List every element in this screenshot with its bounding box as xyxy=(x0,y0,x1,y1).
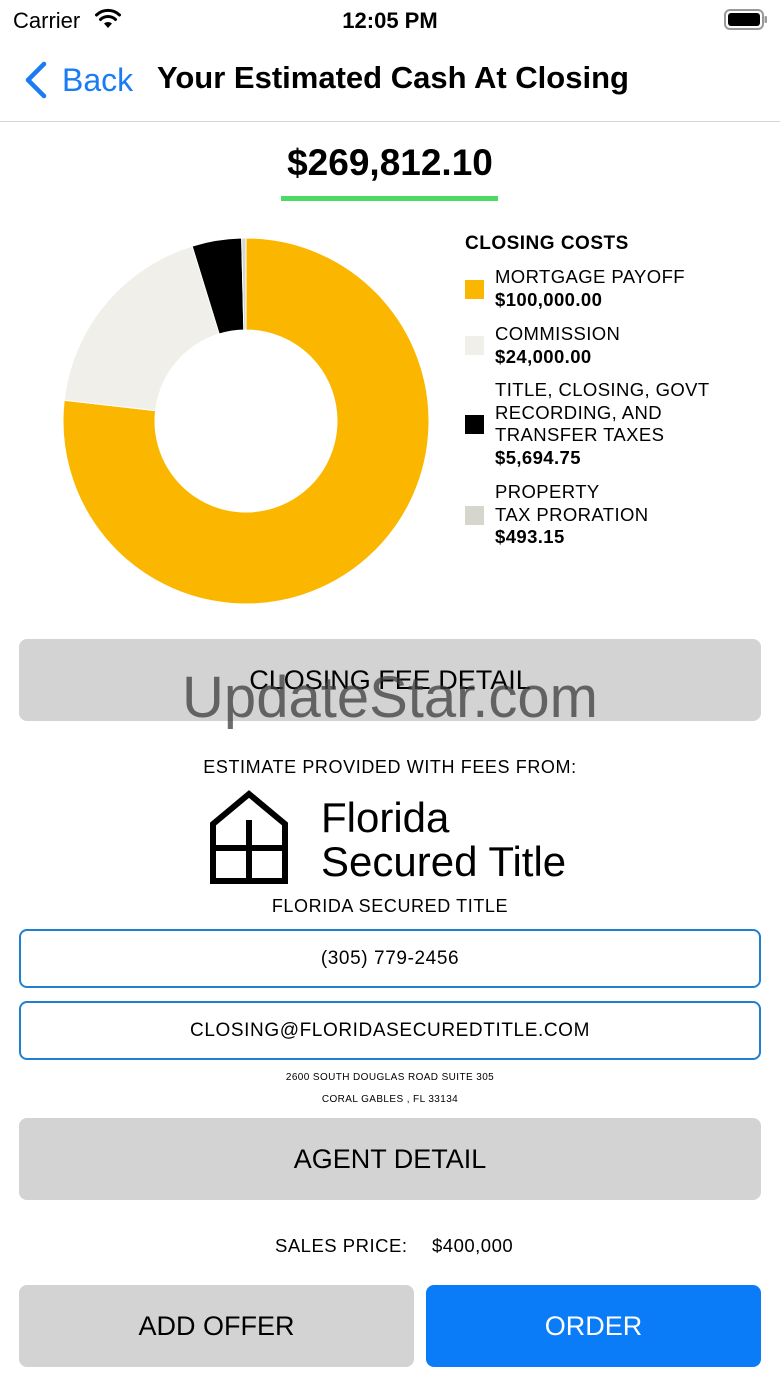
legend-label: MORTGAGE PAYOFF xyxy=(495,266,685,287)
legend-label: TITLE, CLOSING, GOVT RECORDING, AND TRAN… xyxy=(495,379,710,445)
legend-label: COMMISSION xyxy=(495,323,621,344)
company-logo: Florida Secured Title xyxy=(209,790,589,890)
wifi-icon xyxy=(95,8,121,28)
add-offer-button[interactable]: ADD OFFER xyxy=(19,1285,414,1367)
estimate-provided-label: ESTIMATE PROVIDED WITH FEES FROM: xyxy=(203,757,577,777)
navigation-bar: Back Your Estimated Cash At Closing xyxy=(0,40,780,122)
back-label: Back xyxy=(62,61,134,98)
house-icon xyxy=(210,790,288,884)
status-bar: Carrier 12:05 PM xyxy=(0,0,780,40)
legend-swatch xyxy=(465,415,484,434)
legend-swatch xyxy=(465,506,484,525)
back-button[interactable]: Back xyxy=(22,58,133,102)
legend-value: $100,000.00 xyxy=(495,288,603,310)
company-name: FLORIDA SECURED TITLE xyxy=(271,896,509,916)
amount-underline xyxy=(281,196,498,201)
legend-value: $493.15 xyxy=(495,526,565,547)
closing-costs-legend: CLOSING COSTS MORTGAGE PAYOFF $100,000.0… xyxy=(465,233,765,547)
status-time: 12:05 PM xyxy=(342,8,438,33)
address-line-2: CORAL GABLES , FL 33134 xyxy=(321,1094,459,1105)
donut-slice-1 xyxy=(63,245,220,412)
battery-icon xyxy=(724,9,767,30)
order-button[interactable]: ORDER xyxy=(426,1285,761,1367)
legend-value: $5,694.75 xyxy=(495,446,581,468)
estimated-cash-amount: $269,812.10 xyxy=(287,142,493,183)
donut-slice-0 xyxy=(62,237,430,605)
legend-label: PROPERTY TAX PRORATION xyxy=(495,481,649,525)
email-button[interactable]: CLOSING@FLORIDASECUREDTITLE.COM xyxy=(19,1001,761,1060)
sales-price-value: $400,000 xyxy=(432,1235,514,1256)
agent-detail-button[interactable]: AGENT DETAIL xyxy=(19,1118,761,1200)
legend-swatch xyxy=(465,280,484,299)
legend-swatch xyxy=(465,336,484,355)
address-line-1: 2600 SOUTH DOUGLAS ROAD SUITE 305 xyxy=(285,1072,495,1083)
closing-fee-detail-button[interactable]: CLOSING FEE DETAIL xyxy=(19,639,761,721)
legend-title: CLOSING COSTS xyxy=(465,233,629,254)
page-title: Your Estimated Cash At Closing xyxy=(157,60,629,95)
chevron-left-icon xyxy=(25,61,47,99)
phone-button[interactable]: (305) 779-2456 xyxy=(19,929,761,988)
legend-value: $24,000.00 xyxy=(495,345,592,367)
closing-costs-donut-chart xyxy=(62,237,430,605)
logo-text-line1: Florida xyxy=(321,794,450,841)
donut-slice-3 xyxy=(241,237,247,331)
sales-price-label: SALES PRICE: xyxy=(275,1235,408,1256)
carrier-label: Carrier xyxy=(13,8,81,33)
logo-text-line2: Secured Title xyxy=(321,838,567,885)
